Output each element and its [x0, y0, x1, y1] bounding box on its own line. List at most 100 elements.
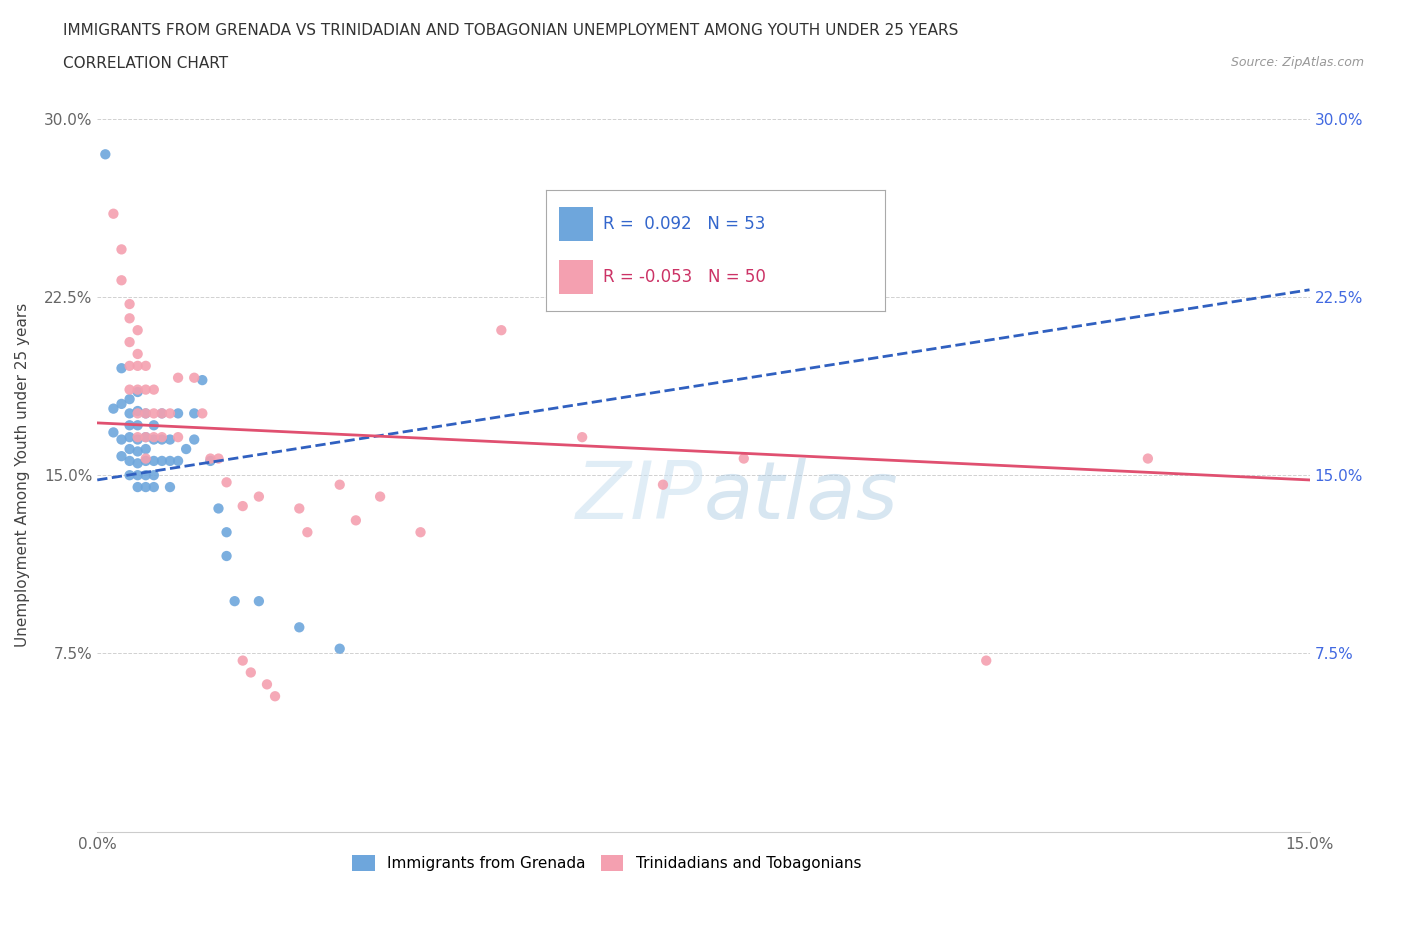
Point: [368, 489, 391, 504]
Point: [135, 406, 157, 421]
Point: [329, 642, 352, 657]
Point: [256, 677, 278, 692]
Point: [150, 432, 173, 447]
Point: [142, 468, 165, 483]
Point: [207, 501, 229, 516]
Point: [142, 432, 165, 447]
Point: [183, 370, 205, 385]
Point: [103, 401, 125, 416]
Point: [127, 480, 149, 495]
Point: [183, 432, 205, 447]
Point: [142, 382, 165, 397]
Point: [103, 206, 125, 221]
Y-axis label: Unemployment Among Youth under 25 years: Unemployment Among Youth under 25 years: [15, 303, 30, 647]
Point: [118, 430, 141, 445]
Point: [118, 418, 141, 432]
Point: [118, 454, 141, 469]
Point: [110, 396, 132, 411]
Point: [974, 653, 997, 668]
Point: [159, 454, 181, 469]
Point: [110, 432, 132, 447]
Point: [110, 242, 132, 257]
Point: [127, 323, 149, 338]
Point: [264, 689, 287, 704]
Point: [409, 525, 432, 539]
Point: [491, 323, 513, 338]
Point: [103, 425, 125, 440]
Point: [110, 361, 132, 376]
Point: [118, 297, 141, 312]
Point: [110, 272, 132, 287]
Text: CORRELATION CHART: CORRELATION CHART: [63, 56, 228, 71]
Point: [127, 385, 149, 400]
Point: [142, 406, 165, 421]
Point: [239, 665, 262, 680]
Point: [118, 382, 141, 397]
Point: [127, 358, 149, 373]
Point: [135, 430, 157, 445]
Point: [159, 480, 181, 495]
Point: [167, 454, 190, 469]
Point: [200, 454, 222, 469]
Point: [135, 358, 157, 373]
Point: [142, 480, 165, 495]
Point: [135, 430, 157, 445]
Point: [329, 477, 352, 492]
Point: [127, 444, 149, 458]
Point: [118, 442, 141, 457]
Point: [288, 620, 311, 635]
Point: [150, 454, 173, 469]
Point: [167, 430, 190, 445]
Point: [118, 335, 141, 350]
Point: [110, 449, 132, 464]
Point: [135, 451, 157, 466]
Point: [127, 347, 149, 362]
Point: [159, 406, 181, 421]
Point: [135, 442, 157, 457]
Point: [167, 370, 190, 385]
Point: [118, 392, 141, 406]
Point: [127, 456, 149, 471]
Point: [94, 147, 117, 162]
Point: [174, 442, 197, 457]
Point: [191, 373, 214, 388]
Point: [127, 382, 149, 397]
Point: [191, 406, 214, 421]
Point: [247, 489, 270, 504]
Point: [297, 525, 319, 539]
Point: [167, 406, 190, 421]
Point: [159, 432, 181, 447]
Point: [142, 454, 165, 469]
Point: [733, 451, 755, 466]
Point: [142, 430, 165, 445]
Legend: Immigrants from Grenada, Trinidadians and Tobagonians: Immigrants from Grenada, Trinidadians an…: [346, 849, 868, 878]
Point: [1136, 451, 1159, 466]
Text: ZIP: ZIP: [576, 458, 703, 536]
Point: [288, 501, 311, 516]
Point: [183, 406, 205, 421]
Point: [232, 653, 254, 668]
Point: [215, 549, 238, 564]
Point: [652, 477, 675, 492]
Point: [150, 406, 173, 421]
Point: [135, 480, 157, 495]
Point: [142, 418, 165, 432]
Point: [127, 468, 149, 483]
Point: [207, 451, 229, 466]
Point: [232, 498, 254, 513]
Point: [200, 451, 222, 466]
Point: [224, 593, 246, 608]
Point: [135, 382, 157, 397]
Point: [215, 525, 238, 539]
Point: [118, 406, 141, 421]
Text: atlas: atlas: [703, 458, 898, 536]
Point: [571, 430, 593, 445]
Point: [247, 593, 270, 608]
Text: Source: ZipAtlas.com: Source: ZipAtlas.com: [1230, 56, 1364, 69]
Point: [127, 432, 149, 447]
Point: [344, 513, 367, 528]
Point: [127, 430, 149, 445]
Point: [118, 358, 141, 373]
Point: [127, 418, 149, 432]
Point: [150, 406, 173, 421]
